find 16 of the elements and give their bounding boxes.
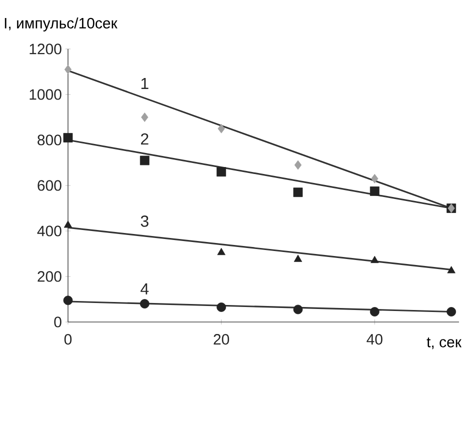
series-label: 2	[141, 133, 148, 145]
y-tick-label: 400	[37, 226, 62, 236]
y-axis-title: I, импульс/10сек	[4, 17, 118, 32]
x-tick-label: 20	[214, 334, 230, 345]
y-tick-label: 200	[38, 271, 62, 282]
series-label: 1	[141, 78, 148, 89]
y-tick-label: 800	[38, 134, 62, 146]
y-tick-label: 0	[54, 316, 62, 328]
y-tick-label: 1000	[30, 89, 62, 100]
y-tick-label: 1200	[30, 44, 62, 54]
x-tick-label: 0	[64, 334, 72, 345]
series-label: 3	[140, 216, 148, 227]
series-label: 4	[140, 283, 149, 294]
x-axis-title: t, сек	[426, 338, 462, 350]
x-tick-label: 40	[366, 334, 382, 345]
y-tick-label: 600	[38, 180, 62, 191]
